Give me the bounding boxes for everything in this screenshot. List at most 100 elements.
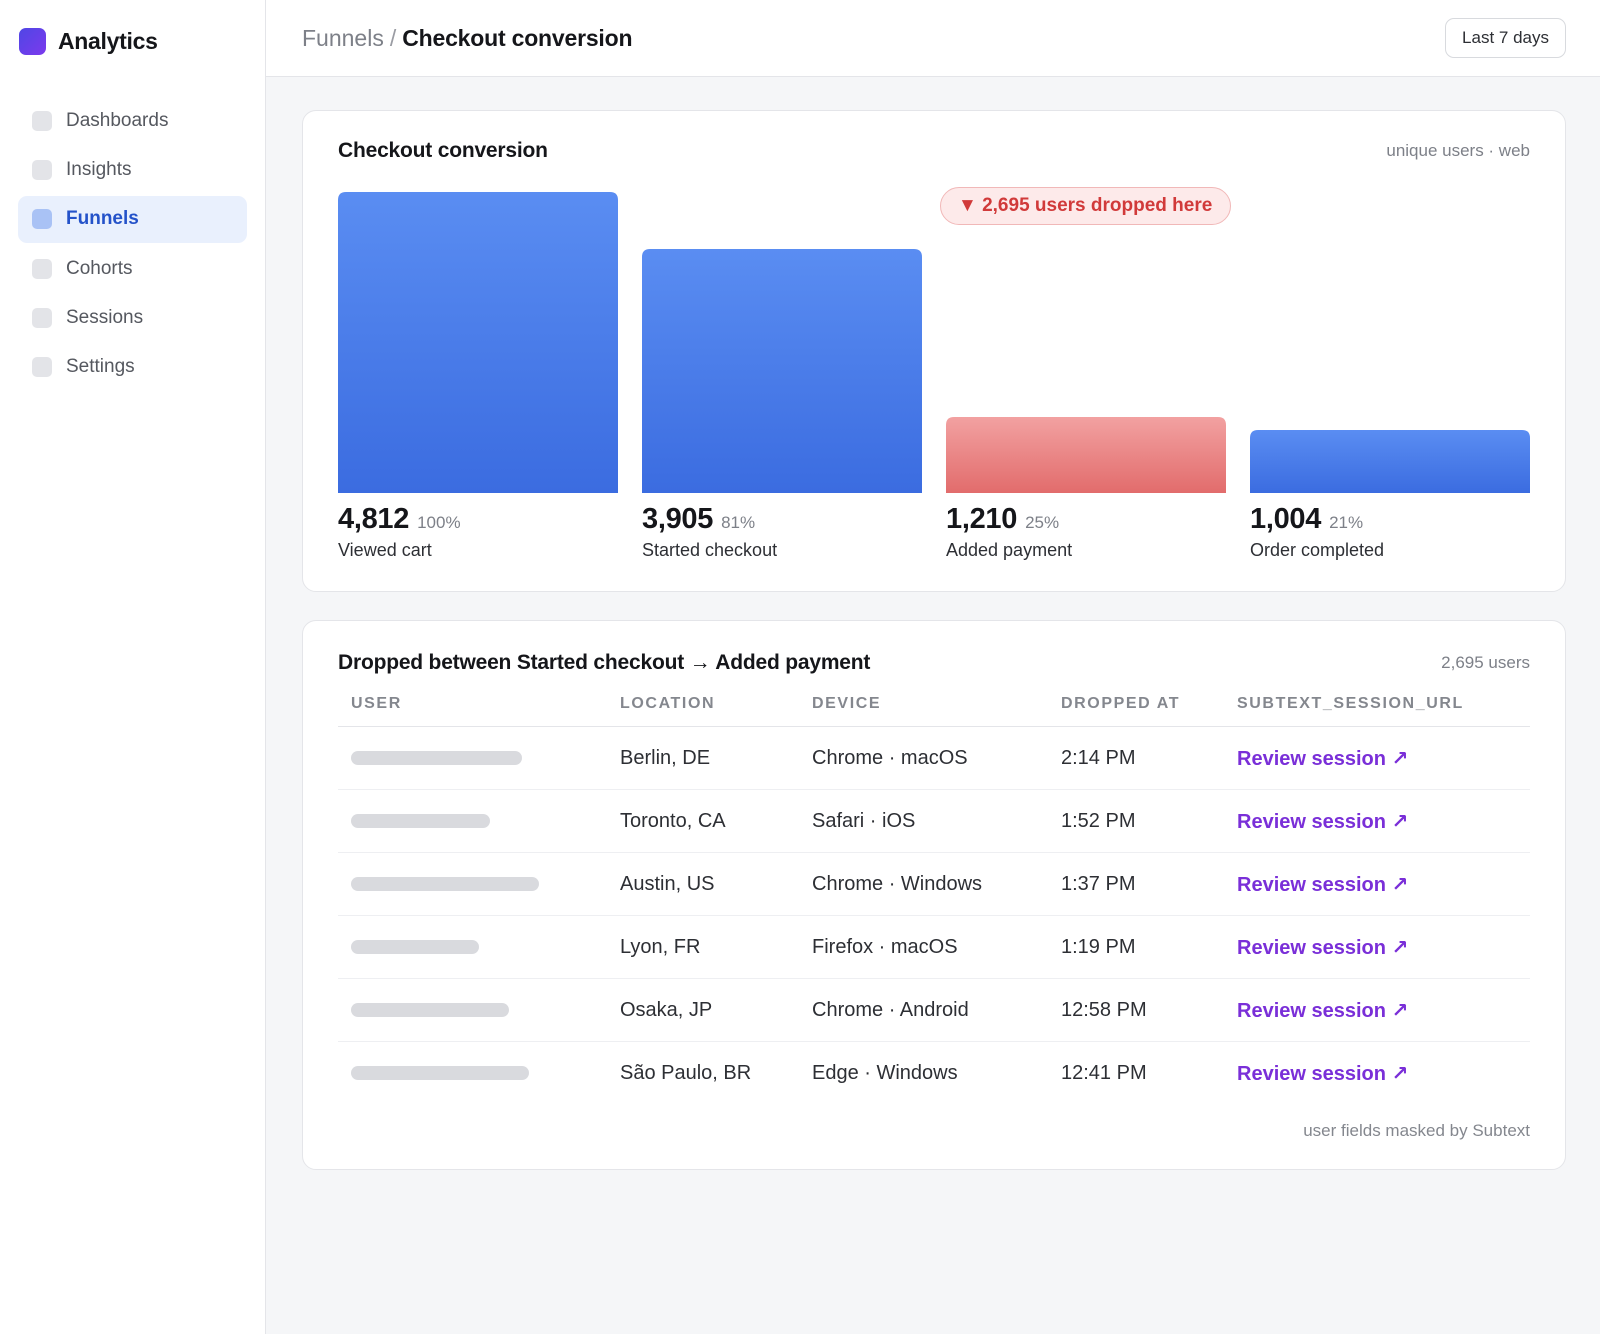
column-header-session-url[interactable]: SUBTEXT_SESSION_URL: [1224, 695, 1530, 727]
step-percent: 100%: [417, 513, 461, 532]
table-header-row: USER LOCATION DEVICE DROPPED AT SUBTEXT_…: [338, 695, 1530, 727]
masked-user-field: [351, 877, 539, 891]
table-row: Lyon, FR Firefox · macOS 1:19 PM Review …: [338, 915, 1530, 979]
device-cell: Chrome · Windows: [799, 852, 1048, 916]
sidebar-item-label: Settings: [66, 356, 135, 378]
table-row: Austin, US Chrome · Windows 1:37 PM Revi…: [338, 852, 1530, 916]
dropped-users-table: USER LOCATION DEVICE DROPPED AT SUBTEXT_…: [338, 695, 1530, 1105]
column-header-user[interactable]: USER: [338, 695, 607, 727]
masked-user-field: [351, 751, 522, 765]
table-row: Berlin, DE Chrome · macOS 2:14 PM Review…: [338, 726, 1530, 790]
session-url-cell: Review session ↗: [1224, 789, 1530, 853]
breadcrumb: Funnels / Checkout conversion: [302, 24, 633, 52]
dropped-title: Dropped between Started checkout → Added…: [338, 651, 871, 674]
sidebar-item-cohorts[interactable]: Cohorts: [18, 245, 247, 292]
location-cell: Toronto, CA: [607, 789, 799, 853]
dropped-count: 2,695 users: [1441, 653, 1530, 672]
dropped-card-header: Dropped between Started checkout → Added…: [338, 651, 1530, 675]
brand: Analytics: [18, 28, 247, 55]
column-header-dropped-at[interactable]: DROPPED AT: [1048, 695, 1224, 727]
dropped-at-cell: 12:58 PM: [1048, 978, 1224, 1042]
sidebar-item-insights[interactable]: Insights: [18, 146, 247, 193]
step-percent: 25%: [1025, 513, 1060, 532]
column-header-location[interactable]: LOCATION: [607, 695, 799, 727]
step-label: Viewed cart: [338, 540, 432, 560]
sidebar-item-label: Funnels: [66, 208, 139, 230]
date-range-button[interactable]: Last 7 days: [1445, 18, 1566, 58]
funnel-step: 3,905 81% Started checkout: [642, 503, 922, 561]
device-cell: Firefox · macOS: [799, 915, 1048, 979]
review-session-link[interactable]: Review session ↗: [1237, 810, 1409, 833]
location-cell: Lyon, FR: [607, 915, 799, 979]
masked-user-field: [351, 1066, 529, 1081]
user-cell: [338, 852, 607, 916]
review-session-link[interactable]: Review session ↗: [1237, 999, 1409, 1022]
funnel-card: Checkout conversion unique users · web: [302, 110, 1566, 592]
funnel-chart: ▼ 2,695 users dropped here: [338, 187, 1530, 493]
sidebar-item-funnels[interactable]: Funnels: [18, 195, 247, 243]
review-session-link[interactable]: Review session ↗: [1237, 873, 1409, 896]
table-row: Osaka, JP Chrome · Android 12:58 PM Revi…: [338, 978, 1530, 1042]
masking-footnote: user fields masked by Subtext: [1303, 1120, 1530, 1140]
session-url-cell: Review session ↗: [1224, 915, 1530, 979]
sidebar-item-dashboards[interactable]: Dashboards: [18, 97, 247, 144]
funnel-bar-added-payment[interactable]: [946, 417, 1226, 493]
cohorts-icon: [32, 258, 52, 279]
sidebar-item-settings[interactable]: Settings: [18, 344, 247, 391]
user-cell: [338, 726, 607, 790]
top-bar: Funnels / Checkout conversion Last 7 day…: [266, 0, 1600, 77]
insights-icon: [32, 159, 52, 180]
dropped-at-cell: 1:52 PM: [1048, 789, 1224, 853]
funnels-icon: [32, 209, 52, 230]
masked-user-field: [351, 814, 490, 828]
step-figures: 1,210 25%: [946, 503, 1226, 536]
review-session-link[interactable]: Review session ↗: [1237, 936, 1409, 959]
sidebar-nav: Dashboards Insights Funnels Cohorts Sess…: [18, 97, 247, 391]
settings-icon: [32, 357, 52, 378]
funnel-meta: unique users · web: [1386, 141, 1530, 160]
funnel-bar-viewed-cart[interactable]: [338, 192, 618, 493]
main-area: Funnels / Checkout conversion Last 7 day…: [266, 0, 1600, 1334]
page-title: Checkout conversion: [402, 24, 633, 51]
user-cell: [338, 915, 607, 979]
device-cell: Safari · iOS: [799, 789, 1048, 853]
step-label: Started checkout: [642, 540, 778, 560]
funnel-step: 1,210 25% Added payment: [946, 503, 1226, 561]
breadcrumb-parent-link[interactable]: Funnels: [302, 24, 384, 51]
funnel-card-header: Checkout conversion unique users · web: [338, 139, 1530, 163]
content: Checkout conversion unique users · web: [266, 77, 1600, 1170]
funnel-step: 4,812 100% Viewed cart: [338, 503, 618, 561]
funnel-step-labels: 4,812 100% Viewed cart 3,905 81% Started…: [338, 503, 1530, 561]
step-count: 1,004: [1250, 503, 1322, 535]
step-percent: 81%: [721, 513, 756, 532]
step-label: Added payment: [946, 540, 1073, 560]
funnel-bar-started-checkout[interactable]: [642, 249, 922, 493]
location-cell: Berlin, DE: [607, 726, 799, 790]
sidebar-item-sessions[interactable]: Sessions: [18, 295, 247, 342]
step-count: 3,905: [642, 503, 714, 535]
dropped-at-cell: 1:37 PM: [1048, 852, 1224, 916]
location-cell: Austin, US: [607, 852, 799, 916]
location-cell: Osaka, JP: [607, 978, 799, 1042]
step-percent: 21%: [1329, 513, 1364, 532]
app-logo-icon: [19, 28, 46, 55]
location-cell: São Paulo, BR: [620, 1061, 752, 1084]
sidebar-item-label: Dashboards: [66, 109, 169, 131]
funnel-bar-order-completed[interactable]: [1250, 430, 1530, 493]
column-header-device[interactable]: DEVICE: [799, 695, 1048, 727]
review-session-link[interactable]: Review session ↗: [1237, 1062, 1409, 1085]
session-url-cell: Review session ↗: [1224, 852, 1530, 916]
app-name: Analytics: [58, 28, 158, 54]
masked-user-field: [351, 940, 479, 954]
user-cell: [338, 1042, 607, 1105]
drop-off-badge: ▼ 2,695 users dropped here: [940, 187, 1232, 225]
step-count: 1,210: [946, 503, 1018, 535]
funnel-title: Checkout conversion: [338, 139, 548, 162]
breadcrumb-separator: /: [389, 24, 397, 51]
session-url-cell: Review session ↗: [1224, 1042, 1530, 1105]
review-session-link[interactable]: Review session ↗: [1237, 747, 1409, 770]
masked-user-field: [351, 1003, 509, 1017]
funnel-step: 1,004 21% Order completed: [1250, 503, 1530, 561]
dropped-at-cell: 12:41 PM: [1061, 1061, 1147, 1084]
